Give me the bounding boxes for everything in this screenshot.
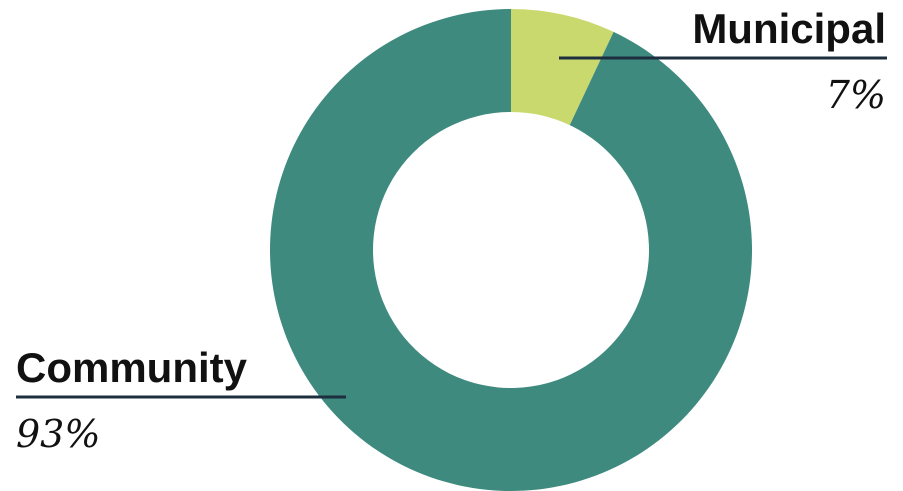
municipal-percent-label: 7% (826, 73, 886, 117)
municipal-category-label: Municipal (692, 5, 886, 52)
community-category-label: Community (16, 344, 248, 391)
donut-slices (270, 9, 752, 491)
slice-municipal (511, 9, 614, 126)
slice-community (270, 9, 752, 491)
community-percent-label: 93% (16, 412, 100, 456)
